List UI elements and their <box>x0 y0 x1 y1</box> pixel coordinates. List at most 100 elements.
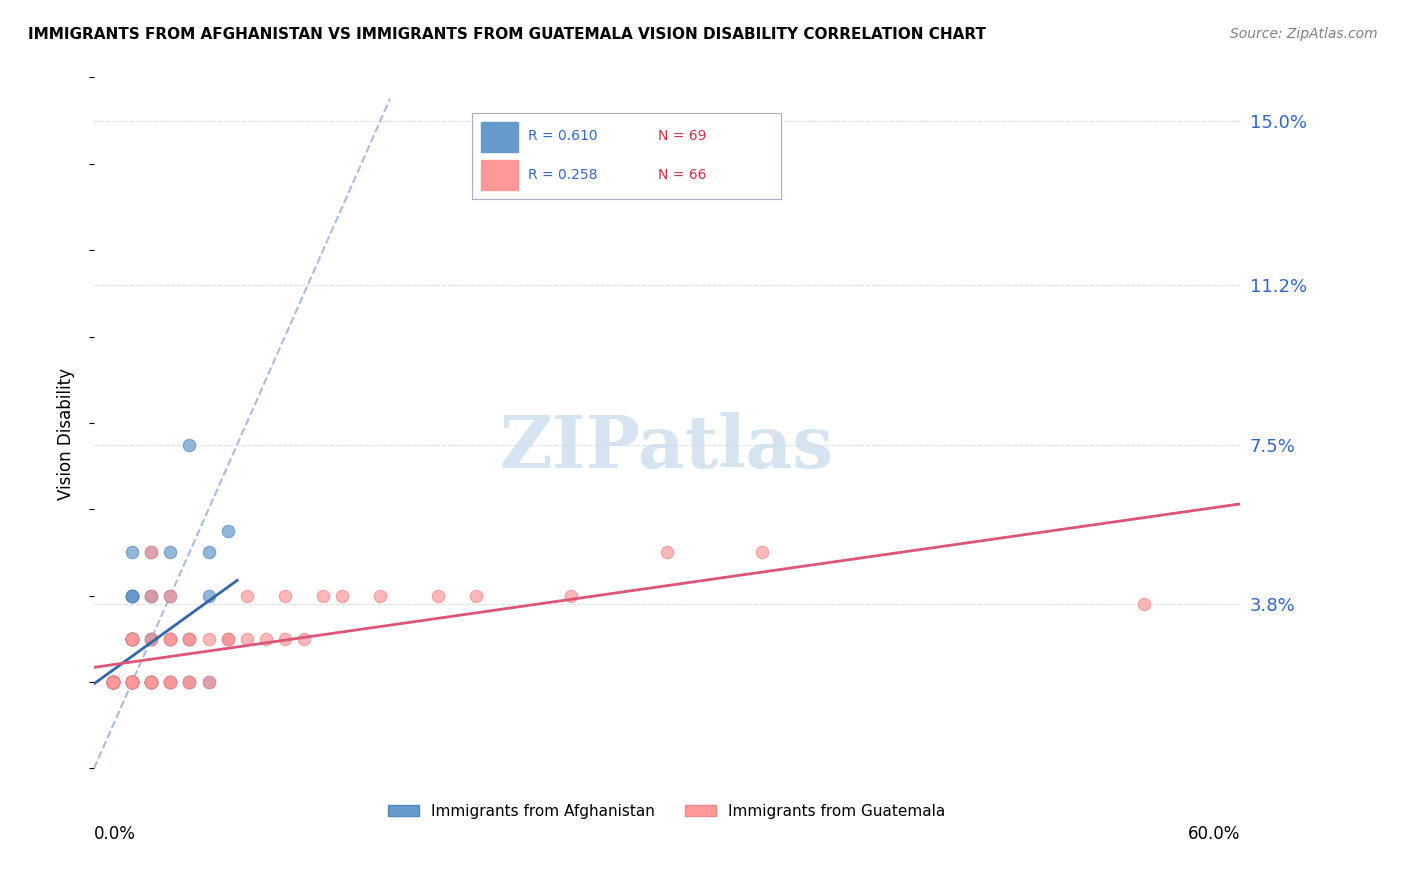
Point <box>141 545 163 559</box>
Point <box>121 675 143 690</box>
Point <box>179 632 201 646</box>
Point <box>121 632 143 646</box>
Point <box>141 675 163 690</box>
Point <box>101 675 124 690</box>
Point <box>101 675 124 690</box>
Point <box>464 589 486 603</box>
Point <box>101 675 124 690</box>
Point <box>101 675 124 690</box>
Point <box>101 675 124 690</box>
Point <box>101 675 124 690</box>
Point <box>101 675 124 690</box>
Point <box>179 632 201 646</box>
Point <box>121 675 143 690</box>
Point <box>101 675 124 690</box>
Point <box>121 675 143 690</box>
Point <box>141 589 163 603</box>
Point <box>101 675 124 690</box>
Point <box>159 675 181 690</box>
Point <box>121 632 143 646</box>
Point <box>101 675 124 690</box>
Point <box>121 675 143 690</box>
Point <box>121 675 143 690</box>
Point <box>292 632 315 646</box>
Point <box>121 675 143 690</box>
Text: Source: ZipAtlas.com: Source: ZipAtlas.com <box>1230 27 1378 41</box>
Point <box>121 589 143 603</box>
Point <box>159 589 181 603</box>
Point <box>141 675 163 690</box>
Point <box>217 632 239 646</box>
Point <box>141 675 163 690</box>
Point <box>101 675 124 690</box>
Point <box>121 589 143 603</box>
Point <box>141 675 163 690</box>
Point <box>179 675 201 690</box>
Point <box>141 675 163 690</box>
Point <box>101 675 124 690</box>
Point <box>101 675 124 690</box>
Point <box>121 632 143 646</box>
Point <box>159 632 181 646</box>
Point <box>121 589 143 603</box>
Point <box>121 632 143 646</box>
Point <box>217 632 239 646</box>
Point <box>121 589 143 603</box>
Point <box>141 632 163 646</box>
Point <box>312 589 335 603</box>
Point <box>121 675 143 690</box>
Point <box>179 437 201 451</box>
Point <box>159 589 181 603</box>
Point <box>159 545 181 559</box>
Point <box>141 675 163 690</box>
Point <box>121 675 143 690</box>
Point <box>159 632 181 646</box>
Point <box>121 675 143 690</box>
Point <box>159 632 181 646</box>
Point <box>274 632 297 646</box>
Point <box>121 632 143 646</box>
Point <box>101 675 124 690</box>
Point <box>101 675 124 690</box>
Y-axis label: Vision Disability: Vision Disability <box>58 368 75 500</box>
Point <box>141 589 163 603</box>
Point <box>101 675 124 690</box>
Point <box>141 632 163 646</box>
Point <box>101 675 124 690</box>
Point <box>141 632 163 646</box>
Point <box>370 589 392 603</box>
Point <box>197 632 219 646</box>
Point <box>121 589 143 603</box>
Point <box>197 545 219 559</box>
Point <box>101 675 124 690</box>
Text: 60.0%: 60.0% <box>1188 824 1240 843</box>
Point <box>121 675 143 690</box>
Point <box>235 589 257 603</box>
Point <box>179 675 201 690</box>
Point <box>141 675 163 690</box>
Point <box>121 632 143 646</box>
Point <box>197 675 219 690</box>
Point <box>560 589 582 603</box>
Point <box>121 632 143 646</box>
Point <box>179 632 201 646</box>
Point <box>121 675 143 690</box>
Point <box>121 675 143 690</box>
Point <box>159 675 181 690</box>
Point <box>101 675 124 690</box>
Point <box>179 675 201 690</box>
Text: 0.0%: 0.0% <box>94 824 136 843</box>
Point <box>121 632 143 646</box>
Legend: Immigrants from Afghanistan, Immigrants from Guatemala: Immigrants from Afghanistan, Immigrants … <box>382 798 952 825</box>
Point <box>1133 597 1156 611</box>
Point <box>101 675 124 690</box>
Point <box>254 632 277 646</box>
Point <box>217 632 239 646</box>
Point <box>121 675 143 690</box>
Point <box>141 675 163 690</box>
Point <box>101 675 124 690</box>
Point <box>217 524 239 538</box>
Point <box>159 632 181 646</box>
Point <box>121 675 143 690</box>
Point <box>121 632 143 646</box>
